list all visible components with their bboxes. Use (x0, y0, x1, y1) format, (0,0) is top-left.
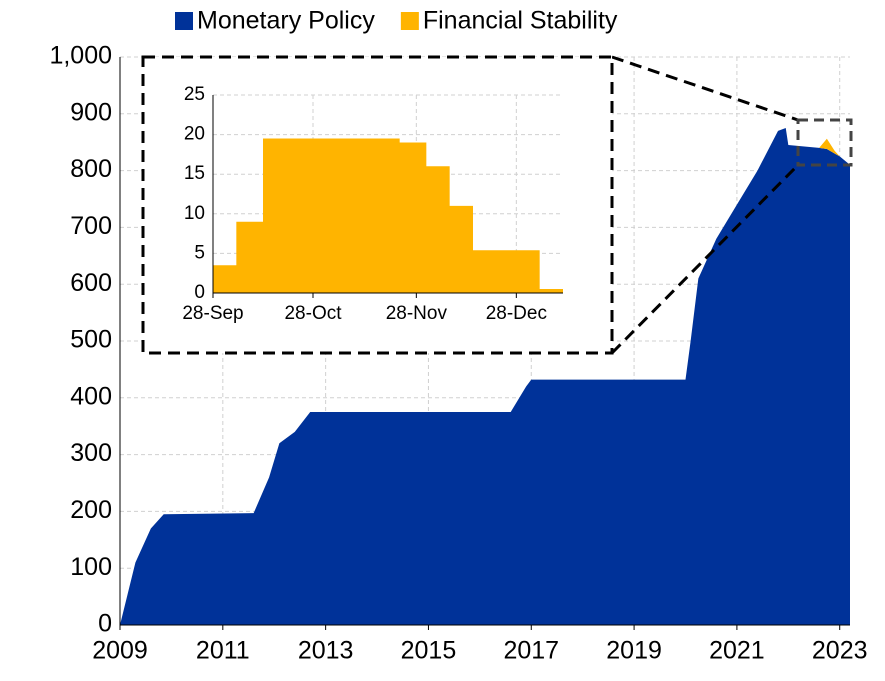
area (213, 138, 563, 293)
y-tick-label: 100 (70, 553, 112, 581)
y-tick-label: 200 (70, 496, 112, 524)
x-tick-label: 2019 (606, 637, 662, 665)
y-tick-label: 400 (70, 382, 112, 410)
y-tick-label: 0 (194, 282, 205, 303)
y-tick-label: 700 (70, 212, 112, 240)
y-tick-label: 1,000 (49, 42, 112, 70)
x-tick-label: 2011 (196, 637, 250, 665)
x-tick-label: 28-Dec (486, 303, 547, 324)
area (120, 128, 850, 625)
y-tick-label: 900 (70, 98, 112, 126)
zoom-connector (610, 163, 800, 355)
x-tick-label: 2013 (298, 637, 354, 665)
y-tick-label: 300 (70, 439, 112, 467)
y-tick-label: 10 (184, 203, 205, 224)
x-tick-label: 2021 (709, 637, 765, 665)
y-tick-label: 500 (70, 326, 112, 354)
inset-chart: 0 5 10 15 20 25 28-Sep 28-Oct 28-Nov 28-Dec (182, 84, 563, 324)
y-tick-label: 5 (194, 242, 205, 263)
x-tick-label: 28-Nov (386, 303, 448, 324)
x-tick-label: 28-Oct (284, 303, 342, 324)
x-tick-label: 2009 (92, 637, 148, 665)
legend-swatch (175, 12, 193, 30)
y-tick-label: 25 (184, 84, 205, 105)
x-tick-label: 2015 (401, 637, 457, 665)
y-tick-label: 600 (70, 269, 112, 297)
y-tick-label: 15 (184, 163, 205, 184)
y-tick-label: 0 (98, 610, 112, 638)
y-tick-label: 20 (184, 124, 205, 145)
legend-label: Monetary Policy (197, 7, 375, 35)
x-tick-label: 2023 (812, 637, 868, 665)
legend-swatch (400, 12, 419, 30)
x-tick-label: 2017 (503, 637, 559, 665)
x-tick-label: 28-Sep (182, 303, 243, 324)
zoom-connector (611, 55, 799, 122)
legend-label: Financial Stability (423, 7, 618, 35)
y-tick-label: 800 (70, 155, 112, 183)
